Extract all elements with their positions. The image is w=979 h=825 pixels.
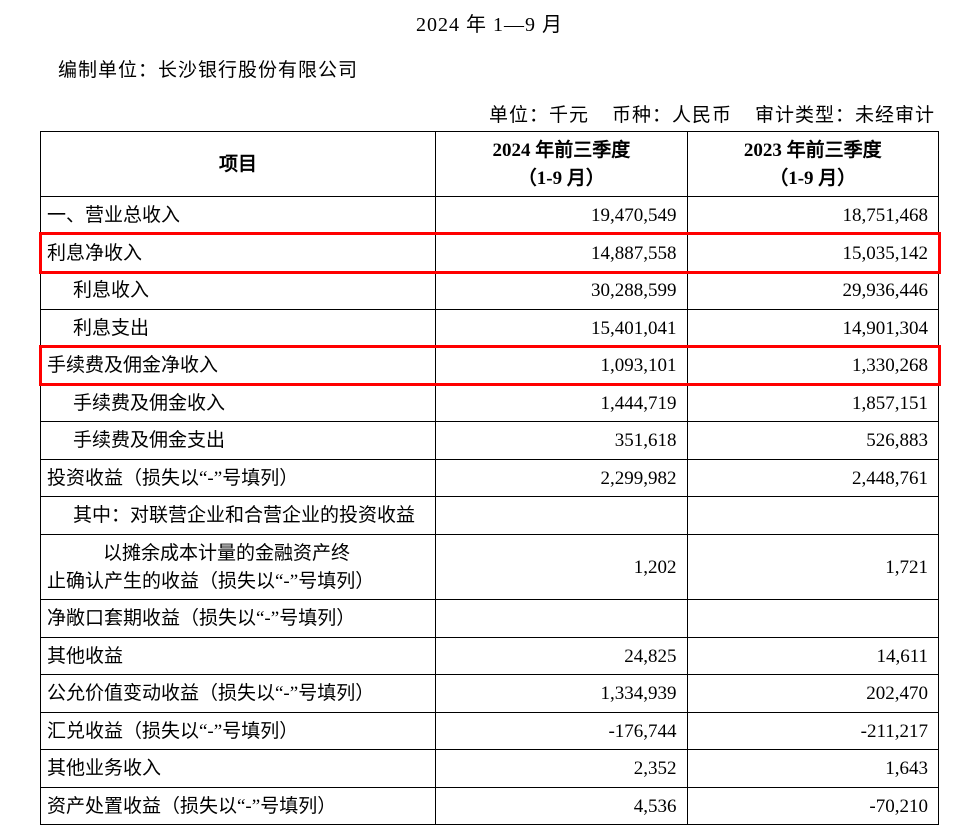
cell-2024: 1,334,939 — [436, 675, 687, 713]
table-row: 一、营业总收入19,470,54918,751,468 — [41, 197, 939, 235]
row-label: 资产处置收益（损失以“-”号填列） — [41, 787, 436, 825]
cell-2024: 15,401,041 — [436, 309, 687, 347]
cell-2024: 19,470,549 — [436, 197, 687, 235]
meta-audit: 审计类型：未经审计 — [755, 105, 935, 126]
table-row: 投资收益（损失以“-”号填列）2,299,9822,448,761 — [41, 459, 939, 497]
col-header-2023: 2023 年前三季度 （1-9 月） — [687, 132, 938, 197]
row-label: 利息净收入 — [41, 234, 436, 272]
table-body: 一、营业总收入19,470,54918,751,468利息净收入14,887,5… — [41, 197, 939, 825]
cell-2023: 1,721 — [687, 535, 938, 600]
period-title: 2024 年 1—9 月 — [40, 8, 939, 37]
cell-2023 — [687, 497, 938, 535]
row-label: 利息支出 — [41, 309, 436, 347]
table-row: 其他业务收入2,3521,643 — [41, 750, 939, 788]
cell-2023: 202,470 — [687, 675, 938, 713]
org-unit: 编制单位：长沙银行股份有限公司 — [40, 55, 939, 82]
cell-2024: 4,536 — [436, 787, 687, 825]
cell-2024: 1,444,719 — [436, 384, 687, 422]
cell-2023: 18,751,468 — [687, 197, 938, 235]
cell-2023: 526,883 — [687, 422, 938, 460]
table-row: 资产处置收益（损失以“-”号填列）4,536-70,210 — [41, 787, 939, 825]
cell-2023: 14,611 — [687, 637, 938, 675]
row-label: 其他收益 — [41, 637, 436, 675]
table-row: 其中：对联营企业和合营企业的投资收益 — [41, 497, 939, 535]
cell-2023: 2,448,761 — [687, 459, 938, 497]
table-row: 手续费及佣金支出351,618526,883 — [41, 422, 939, 460]
cell-2024: 2,299,982 — [436, 459, 687, 497]
meta-line: 单位：千元 币种：人民币 审计类型：未经审计 — [40, 100, 939, 127]
row-label: 以摊余成本计量的金融资产终止确认产生的收益（损失以“-”号填列） — [41, 535, 436, 600]
row-label: 一、营业总收入 — [41, 197, 436, 235]
cell-2024: 1,202 — [436, 535, 687, 600]
row-label: 公允价值变动收益（损失以“-”号填列） — [41, 675, 436, 713]
table-row: 手续费及佣金净收入1,093,1011,330,268 — [41, 347, 939, 385]
cell-2024: 1,093,101 — [436, 347, 687, 385]
table-row: 以摊余成本计量的金融资产终止确认产生的收益（损失以“-”号填列）1,2021,7… — [41, 535, 939, 600]
row-label: 其中：对联营企业和合营企业的投资收益 — [41, 497, 436, 535]
row-label: 净敞口套期收益（损失以“-”号填列） — [41, 600, 436, 638]
cell-2023: 29,936,446 — [687, 272, 938, 310]
row-label: 其他业务收入 — [41, 750, 436, 788]
row-label: 手续费及佣金净收入 — [41, 347, 436, 385]
cell-2023: 1,330,268 — [687, 347, 938, 385]
cell-2024: 30,288,599 — [436, 272, 687, 310]
cell-2023: 15,035,142 — [687, 234, 938, 272]
cell-2024 — [436, 600, 687, 638]
cell-2023 — [687, 600, 938, 638]
meta-unit: 单位：千元 — [489, 105, 589, 126]
cell-2023: 14,901,304 — [687, 309, 938, 347]
table-row: 其他收益24,82514,611 — [41, 637, 939, 675]
table-container: 项目 2024 年前三季度 （1-9 月） 2023 年前三季度 （1-9 月）… — [40, 131, 939, 825]
row-label: 手续费及佣金收入 — [41, 384, 436, 422]
row-label: 利息收入 — [41, 272, 436, 310]
table-row: 净敞口套期收益（损失以“-”号填列） — [41, 600, 939, 638]
cell-2023: 1,643 — [687, 750, 938, 788]
table-header-row: 项目 2024 年前三季度 （1-9 月） 2023 年前三季度 （1-9 月） — [41, 132, 939, 197]
meta-currency: 币种：人民币 — [612, 105, 732, 126]
cell-2024: 14,887,558 — [436, 234, 687, 272]
table-row: 公允价值变动收益（损失以“-”号填列）1,334,939202,470 — [41, 675, 939, 713]
row-label: 投资收益（损失以“-”号填列） — [41, 459, 436, 497]
table-row: 利息支出15,401,04114,901,304 — [41, 309, 939, 347]
cell-2024: 24,825 — [436, 637, 687, 675]
col-header-2024: 2024 年前三季度 （1-9 月） — [436, 132, 687, 197]
cell-2023: -70,210 — [687, 787, 938, 825]
row-label: 手续费及佣金支出 — [41, 422, 436, 460]
table-row: 手续费及佣金收入1,444,7191,857,151 — [41, 384, 939, 422]
cell-2024 — [436, 497, 687, 535]
income-table: 项目 2024 年前三季度 （1-9 月） 2023 年前三季度 （1-9 月）… — [40, 131, 939, 825]
table-row: 利息收入30,288,59929,936,446 — [41, 272, 939, 310]
cell-2024: 351,618 — [436, 422, 687, 460]
cell-2024: 2,352 — [436, 750, 687, 788]
table-row: 利息净收入14,887,55815,035,142 — [41, 234, 939, 272]
col-header-item: 项目 — [41, 132, 436, 197]
cell-2023: 1,857,151 — [687, 384, 938, 422]
